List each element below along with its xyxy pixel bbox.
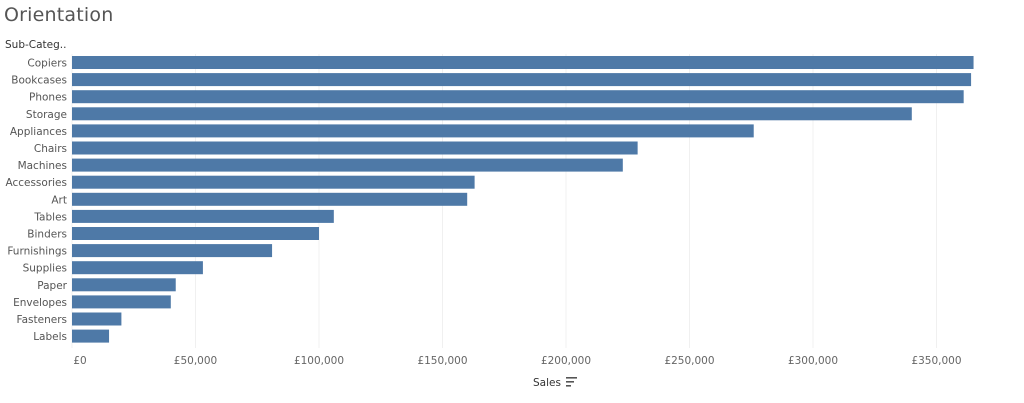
category-label-machines[interactable]: Machines [18, 160, 67, 172]
category-label-copiers[interactable]: Copiers [27, 58, 67, 70]
category-label-bookcases[interactable]: Bookcases [11, 75, 67, 87]
x-tick-label: £300,000 [788, 355, 838, 367]
x-tick-label: £250,000 [664, 355, 714, 367]
bars [72, 56, 974, 343]
category-label-envelopes[interactable]: Envelopes [13, 297, 67, 309]
bar-fasteners[interactable] [72, 312, 122, 326]
category-label-paper[interactable]: Paper [37, 280, 67, 292]
bar-paper[interactable] [72, 278, 176, 292]
chart-title: Orientation [4, 4, 114, 26]
bar-tables[interactable] [72, 209, 334, 223]
x-tick-label: £200,000 [541, 355, 591, 367]
bar-chairs[interactable] [72, 141, 638, 155]
category-label-storage[interactable]: Storage [26, 109, 67, 121]
category-label-accessories[interactable]: Accessories [5, 177, 67, 189]
bar-machines[interactable] [72, 158, 623, 172]
x-tick-label: £100,000 [294, 355, 344, 367]
x-axis-title[interactable]: Sales [533, 377, 561, 389]
bar-storage[interactable] [72, 107, 912, 121]
bar-supplies[interactable] [72, 261, 203, 275]
category-label-chairs[interactable]: Chairs [34, 143, 67, 155]
sort-descending-icon[interactable] [566, 376, 578, 388]
x-tick-label: £150,000 [417, 355, 467, 367]
category-label-tables[interactable]: Tables [33, 211, 67, 223]
x-tick-label: £50,000 [174, 355, 217, 367]
category-label-art[interactable]: Art [51, 194, 67, 206]
row-header-subcategory[interactable]: Sub-Categ.. [5, 39, 67, 51]
x-tick-label: £350,000 [911, 355, 961, 367]
x-axis-ticks: £0 £50,000 £100,000 £150,000 £200,000 £250,00… [73, 355, 961, 367]
category-label-furnishings[interactable]: Furnishings [7, 246, 67, 258]
category-label-supplies[interactable]: Supplies [23, 263, 67, 275]
bar-envelopes[interactable] [72, 295, 171, 309]
category-label-labels[interactable]: Labels [33, 331, 67, 343]
category-label-binders[interactable]: Binders [27, 229, 67, 241]
x-tick-label: £0 [73, 355, 86, 367]
bar-phones[interactable] [72, 90, 964, 104]
bar-bookcases[interactable] [72, 73, 972, 87]
bar-appliances[interactable] [72, 124, 754, 138]
bar-binders[interactable] [72, 227, 319, 240]
category-labels: Copiers Bookcases Phones Storage Appliances C… [5, 58, 67, 344]
category-label-appliances[interactable]: Appliances [10, 126, 67, 138]
bar-copiers[interactable] [72, 56, 974, 69]
bar-furnishings[interactable] [72, 244, 273, 258]
category-label-phones[interactable]: Phones [29, 92, 67, 104]
bar-labels[interactable] [72, 329, 110, 343]
bar-art[interactable] [72, 192, 468, 206]
bar-accessories[interactable] [72, 175, 475, 189]
category-label-fasteners[interactable]: Fasteners [17, 314, 67, 326]
